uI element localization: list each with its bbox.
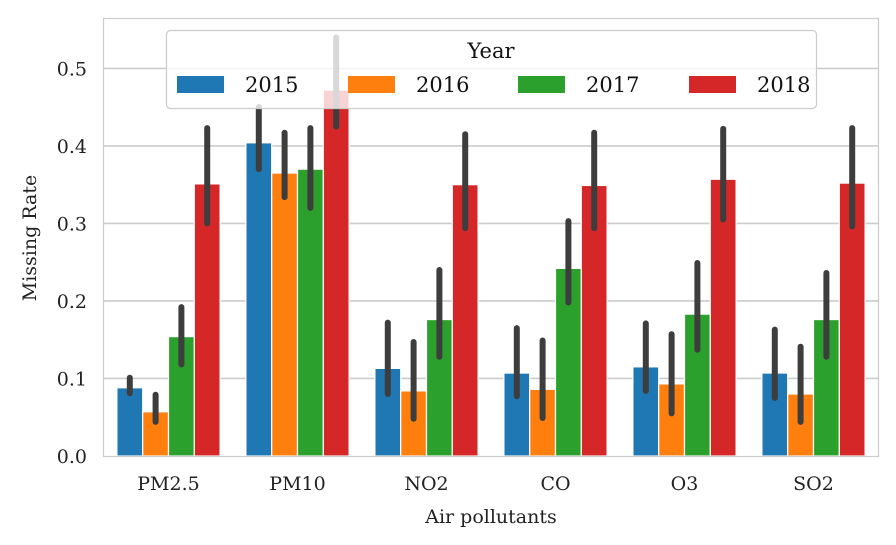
x-tick-label: PM10: [269, 473, 325, 495]
bar-2017-pm10: [296, 168, 324, 457]
legend-swatch-2018: [689, 76, 736, 93]
y-tick-label: 0.1: [57, 368, 87, 390]
x-tick-label: O3: [671, 473, 699, 495]
legend-swatch-2016: [348, 76, 395, 93]
y-axis-label: Missing Rate: [19, 175, 41, 302]
y-tick-label: 0.3: [57, 213, 87, 235]
legend-label-2018: 2018: [757, 73, 810, 97]
x-tick-label: PM2.5: [137, 473, 199, 495]
bar-2018-o3: [709, 178, 737, 457]
legend-box: [165, 29, 818, 110]
plot-frame: [102, 17, 880, 458]
x-tick-labels: PM2.5 PM10 NO2 CO O3 SO2: [137, 473, 834, 495]
legend-items: 2015 2016 2017 2018: [177, 73, 810, 97]
x-tick-label: NO2: [404, 473, 448, 495]
bars-layer: [116, 89, 866, 457]
bar-2015-pm25: [116, 387, 144, 457]
legend-swatch-2017: [518, 76, 565, 93]
x-axis-label: Air pollutants: [424, 506, 557, 528]
y-tick-labels: 0.0 0.1 0.2 0.3 0.4 0.5: [57, 58, 87, 468]
legend-swatch-2015: [177, 76, 224, 93]
legend-label-2015: 2015: [245, 73, 298, 97]
legend: Year 2015 2016 2017 2018: [165, 29, 818, 110]
legend-label-2017: 2017: [586, 73, 639, 97]
bar-2015-pm10: [245, 142, 273, 457]
legend-title: Year: [466, 39, 515, 63]
x-tick-label: CO: [540, 473, 570, 495]
bar-2016-pm10: [271, 172, 299, 457]
x-tick-label: SO2: [793, 473, 834, 495]
grid-lines: [104, 67, 878, 380]
legend-label-2016: 2016: [416, 73, 469, 97]
bar-2018-pm10: [322, 89, 350, 457]
y-tick-label: 0.5: [57, 58, 87, 80]
y-tick-label: 0.4: [57, 136, 87, 158]
y-tick-label: 0.0: [57, 446, 87, 468]
y-tick-label: 0.2: [57, 291, 87, 313]
